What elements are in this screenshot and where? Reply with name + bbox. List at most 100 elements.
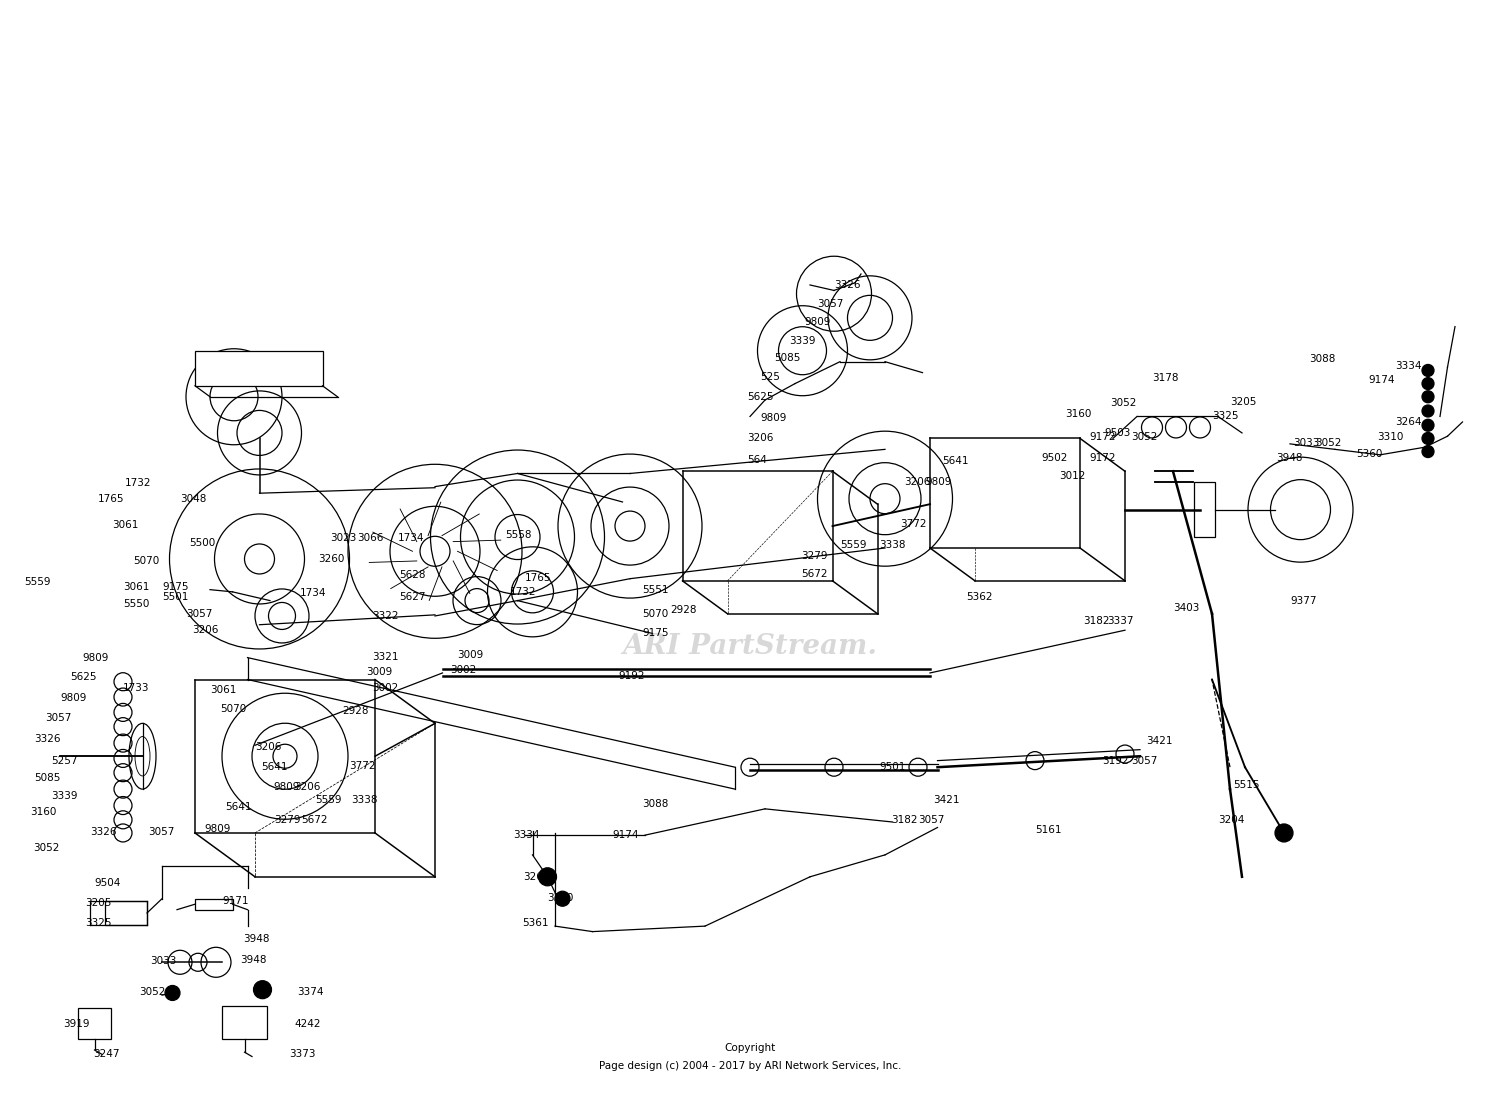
Text: 3061: 3061 xyxy=(112,520,140,530)
Circle shape xyxy=(1275,824,1293,842)
Text: 9377: 9377 xyxy=(1290,595,1317,606)
Text: 9809: 9809 xyxy=(204,823,231,834)
Text: 9172: 9172 xyxy=(1089,432,1116,443)
Text: 2928: 2928 xyxy=(670,605,698,616)
Text: 9809: 9809 xyxy=(760,412,788,423)
Text: 3919: 3919 xyxy=(63,1018,90,1029)
Text: 1734: 1734 xyxy=(398,533,424,544)
Text: 5362: 5362 xyxy=(966,592,993,603)
Text: 9504: 9504 xyxy=(94,878,122,889)
Circle shape xyxy=(1422,391,1434,402)
Text: 5559: 5559 xyxy=(24,576,51,587)
Text: 5070: 5070 xyxy=(134,556,159,567)
Text: 9174: 9174 xyxy=(1368,375,1395,386)
Text: 1732: 1732 xyxy=(510,586,537,597)
Text: 3948: 3948 xyxy=(240,955,267,966)
Text: 5550: 5550 xyxy=(123,598,150,609)
Text: 3421: 3421 xyxy=(1146,735,1173,746)
Text: 3206: 3206 xyxy=(747,433,774,444)
Text: 3321: 3321 xyxy=(372,651,399,662)
Text: 3052: 3052 xyxy=(1316,437,1342,448)
Text: 3205: 3205 xyxy=(1230,397,1257,408)
Text: 9172: 9172 xyxy=(1089,453,1116,464)
Text: 1732: 1732 xyxy=(124,478,152,489)
Text: 1734: 1734 xyxy=(300,587,327,598)
Text: 3057: 3057 xyxy=(818,298,844,309)
Bar xyxy=(222,1006,267,1039)
Text: 3338: 3338 xyxy=(879,539,906,550)
Text: 5501: 5501 xyxy=(162,592,189,603)
Text: ARI PartStream.: ARI PartStream. xyxy=(622,633,878,660)
Text: 3322: 3322 xyxy=(372,610,399,621)
Text: 9503: 9503 xyxy=(1104,427,1131,438)
Text: 5500: 5500 xyxy=(189,537,216,548)
Text: 3178: 3178 xyxy=(1152,373,1179,384)
Text: 3325: 3325 xyxy=(1212,411,1239,422)
Text: 3182: 3182 xyxy=(1083,616,1110,627)
Text: 3264: 3264 xyxy=(1395,416,1422,427)
Text: 9809: 9809 xyxy=(60,693,87,704)
Text: 3033: 3033 xyxy=(150,956,177,967)
Text: 5360: 5360 xyxy=(1356,448,1383,459)
Text: 1765: 1765 xyxy=(525,572,552,583)
Text: 3182: 3182 xyxy=(891,814,918,825)
Text: 5641: 5641 xyxy=(225,801,252,812)
Text: 3772: 3772 xyxy=(350,761,376,772)
Circle shape xyxy=(1422,406,1434,416)
Bar xyxy=(1194,482,1215,537)
Bar xyxy=(195,899,232,910)
Text: 9171: 9171 xyxy=(222,895,249,906)
Text: 3052: 3052 xyxy=(1131,432,1158,443)
Text: 3337: 3337 xyxy=(1107,616,1134,627)
Text: 5628: 5628 xyxy=(399,570,426,581)
Text: 3326: 3326 xyxy=(34,733,62,744)
Text: 5085: 5085 xyxy=(774,353,801,364)
Text: 3002: 3002 xyxy=(372,683,399,694)
Circle shape xyxy=(165,985,180,1001)
Text: 5257: 5257 xyxy=(51,755,78,766)
Text: 3009: 3009 xyxy=(458,650,483,661)
Text: 3205: 3205 xyxy=(86,898,112,909)
Text: 3948: 3948 xyxy=(1276,453,1304,464)
Text: 5672: 5672 xyxy=(302,814,328,825)
Circle shape xyxy=(1422,378,1434,389)
Text: 3310: 3310 xyxy=(1377,432,1404,443)
Text: 3206: 3206 xyxy=(904,477,932,488)
Text: 3339: 3339 xyxy=(789,335,816,346)
Text: 3338: 3338 xyxy=(351,795,378,806)
Text: 9192: 9192 xyxy=(618,671,645,682)
Bar xyxy=(78,1008,111,1039)
Text: 3403: 3403 xyxy=(1173,603,1200,614)
Text: 5551: 5551 xyxy=(642,584,669,595)
Text: 5625: 5625 xyxy=(70,672,98,683)
Text: 3373: 3373 xyxy=(290,1049,316,1060)
Text: 3057: 3057 xyxy=(1131,755,1158,766)
Text: 3066: 3066 xyxy=(357,533,384,544)
Text: 3023: 3023 xyxy=(330,533,357,544)
Text: 3279: 3279 xyxy=(801,550,828,561)
Text: 3772: 3772 xyxy=(900,518,927,529)
Text: 3052: 3052 xyxy=(33,843,60,854)
Circle shape xyxy=(254,981,272,998)
Text: 3033: 3033 xyxy=(1293,437,1320,448)
Text: 3948: 3948 xyxy=(243,934,270,945)
Text: 564: 564 xyxy=(747,455,766,466)
Text: 3206: 3206 xyxy=(294,781,321,792)
Bar xyxy=(195,351,322,386)
Text: 3012: 3012 xyxy=(1059,470,1086,481)
Text: 3088: 3088 xyxy=(1310,354,1336,365)
Text: 9175: 9175 xyxy=(162,582,189,593)
Text: 9809: 9809 xyxy=(82,652,110,663)
Text: 5161: 5161 xyxy=(1035,824,1062,835)
Text: 3204: 3204 xyxy=(1218,814,1245,825)
Text: 5672: 5672 xyxy=(801,569,828,580)
Text: 3334: 3334 xyxy=(513,830,540,841)
Text: Copyright: Copyright xyxy=(724,1043,776,1053)
Text: 9174: 9174 xyxy=(612,830,639,841)
Text: 3192: 3192 xyxy=(1102,755,1130,766)
Text: 3260: 3260 xyxy=(318,553,345,564)
Text: 5361: 5361 xyxy=(522,917,549,928)
Circle shape xyxy=(1422,446,1434,457)
Text: 5070: 5070 xyxy=(642,608,669,619)
Text: 5641: 5641 xyxy=(942,456,969,467)
